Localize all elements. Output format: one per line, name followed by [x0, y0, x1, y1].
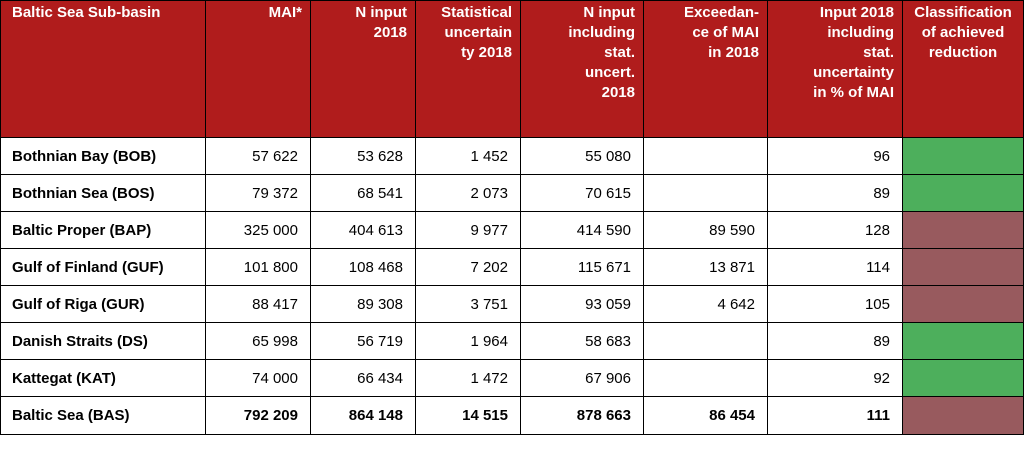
classification-swatch [902, 211, 1024, 249]
classification-swatch [902, 359, 1024, 397]
cell-n-input: 404 613 [310, 211, 416, 249]
header-pct-of-mai: Input 2018 including stat. uncertainty in % … [767, 0, 903, 138]
cell-mai: 88 417 [205, 285, 311, 323]
cell-n-input-incl: 93 059 [520, 285, 644, 323]
header-row: Baltic Sea Sub-basin MAI* N input 2018 St… [0, 0, 1024, 138]
cell-stat-uncertainty: 1 472 [415, 359, 521, 397]
cell-sub-basin: Danish Straits (DS) [0, 322, 206, 360]
cell-n-input: 68 541 [310, 174, 416, 212]
classification-swatch [902, 285, 1024, 323]
cell-pct-of-mai: 111 [767, 396, 903, 435]
table-row: Kattegat (KAT) 74 000 66 434 1 472 67 90… [0, 359, 1024, 397]
classification-swatch [902, 248, 1024, 286]
table-row: Gulf of Finland (GUF) 101 800 108 468 7 … [0, 248, 1024, 286]
table-header: Baltic Sea Sub-basin MAI* N input 2018 St… [0, 0, 1024, 138]
total-row: Baltic Sea (BAS) 792 209 864 148 14 515 … [0, 396, 1024, 435]
header-classification: Classification of achieved reduction [902, 0, 1024, 138]
cell-stat-uncertainty: 3 751 [415, 285, 521, 323]
cell-sub-basin: Bothnian Sea (BOS) [0, 174, 206, 212]
cell-stat-uncertainty: 1 964 [415, 322, 521, 360]
cell-exceedance [643, 359, 768, 397]
cell-sub-basin: Baltic Proper (BAP) [0, 211, 206, 249]
cell-sub-basin: Gulf of Finland (GUF) [0, 248, 206, 286]
cell-n-input-incl: 55 080 [520, 137, 644, 175]
cell-n-input-incl: 67 906 [520, 359, 644, 397]
classification-swatch [902, 396, 1024, 435]
cell-mai: 57 622 [205, 137, 311, 175]
header-stat-uncertainty: Statistical uncertain ty 2018 [415, 0, 521, 138]
cell-n-input: 89 308 [310, 285, 416, 323]
cell-exceedance: 13 871 [643, 248, 768, 286]
table-body: Bothnian Bay (BOB) 57 622 53 628 1 452 5… [0, 137, 1024, 435]
cell-n-input-incl: 414 590 [520, 211, 644, 249]
table-row: Bothnian Bay (BOB) 57 622 53 628 1 452 5… [0, 137, 1024, 175]
cell-sub-basin: Bothnian Bay (BOB) [0, 137, 206, 175]
cell-exceedance: 86 454 [643, 396, 768, 435]
cell-stat-uncertainty: 1 452 [415, 137, 521, 175]
nitrogen-input-table: Baltic Sea Sub-basin MAI* N input 2018 St… [0, 0, 1024, 435]
cell-n-input: 56 719 [310, 322, 416, 360]
cell-sub-basin: Gulf of Riga (GUR) [0, 285, 206, 323]
cell-mai: 325 000 [205, 211, 311, 249]
table-row: Baltic Proper (BAP) 325 000 404 613 9 97… [0, 211, 1024, 249]
cell-pct-of-mai: 89 [767, 322, 903, 360]
header-exceedance: Exceedan-ce of MAI in 2018 [643, 0, 768, 138]
cell-exceedance: 89 590 [643, 211, 768, 249]
cell-n-input-incl: 58 683 [520, 322, 644, 360]
cell-mai: 792 209 [205, 396, 311, 435]
cell-exceedance [643, 174, 768, 212]
cell-mai: 101 800 [205, 248, 311, 286]
cell-pct-of-mai: 114 [767, 248, 903, 286]
cell-pct-of-mai: 96 [767, 137, 903, 175]
cell-stat-uncertainty: 14 515 [415, 396, 521, 435]
cell-sub-basin: Baltic Sea (BAS) [0, 396, 206, 435]
cell-exceedance [643, 322, 768, 360]
cell-pct-of-mai: 89 [767, 174, 903, 212]
cell-pct-of-mai: 92 [767, 359, 903, 397]
cell-n-input: 66 434 [310, 359, 416, 397]
classification-swatch [902, 322, 1024, 360]
cell-n-input: 108 468 [310, 248, 416, 286]
cell-n-input-incl: 878 663 [520, 396, 644, 435]
cell-mai: 79 372 [205, 174, 311, 212]
cell-n-input: 53 628 [310, 137, 416, 175]
table-row: Gulf of Riga (GUR) 88 417 89 308 3 751 9… [0, 285, 1024, 323]
header-n-input-incl-uncertainty: N input including stat. uncert. 2018 [520, 0, 644, 138]
header-mai: MAI* [205, 0, 311, 138]
cell-exceedance: 4 642 [643, 285, 768, 323]
table-row: Bothnian Sea (BOS) 79 372 68 541 2 073 7… [0, 174, 1024, 212]
cell-pct-of-mai: 128 [767, 211, 903, 249]
table-row: Danish Straits (DS) 65 998 56 719 1 964 … [0, 322, 1024, 360]
cell-exceedance [643, 137, 768, 175]
header-n-input: N input 2018 [310, 0, 416, 138]
cell-stat-uncertainty: 7 202 [415, 248, 521, 286]
cell-n-input: 864 148 [310, 396, 416, 435]
header-sub-basin: Baltic Sea Sub-basin [0, 0, 206, 138]
classification-swatch [902, 137, 1024, 175]
cell-n-input-incl: 70 615 [520, 174, 644, 212]
cell-n-input-incl: 115 671 [520, 248, 644, 286]
cell-stat-uncertainty: 9 977 [415, 211, 521, 249]
cell-mai: 74 000 [205, 359, 311, 397]
cell-stat-uncertainty: 2 073 [415, 174, 521, 212]
classification-swatch [902, 174, 1024, 212]
cell-sub-basin: Kattegat (KAT) [0, 359, 206, 397]
cell-mai: 65 998 [205, 322, 311, 360]
cell-pct-of-mai: 105 [767, 285, 903, 323]
